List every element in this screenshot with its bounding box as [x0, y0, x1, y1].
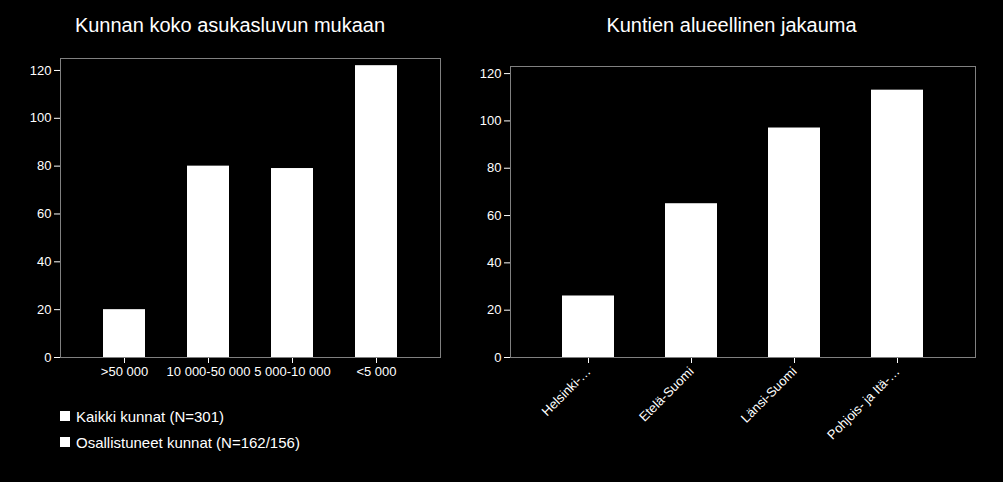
svg-text:40: 40: [487, 255, 501, 270]
svg-text:>50 000: >50 000: [101, 364, 148, 379]
svg-text:Etelä-Suomi: Etelä-Suomi: [636, 364, 697, 425]
svg-text:Pohjois- ja Itä-…: Pohjois- ja Itä-…: [824, 364, 903, 443]
html-text:Kaikki kunnat (N=301): Kaikki kunnat (N=301): [76, 407, 224, 425]
html-text:Kuntien alueellinen jakauma: Kuntien alueellinen jakauma: [606, 14, 857, 36]
svg-text:80: 80: [37, 158, 51, 173]
svg-text:0: 0: [494, 350, 501, 365]
svg-text:100: 100: [480, 113, 502, 128]
svg-text:60: 60: [37, 206, 51, 221]
svg-text:80: 80: [487, 160, 501, 175]
svg-text:5 000-10 000: 5 000-10 000: [254, 364, 331, 379]
svg-text:120: 120: [30, 63, 52, 78]
svg-text:20: 20: [487, 302, 501, 317]
svg-text:120: 120: [480, 66, 502, 81]
svg-text:20: 20: [37, 302, 51, 317]
html-text:Kunnan koko asukasluvun mukaan: Kunnan koko asukasluvun mukaan: [74, 14, 386, 36]
svg-text:Helsinki-…: Helsinki-…: [539, 364, 594, 419]
svg-text:100: 100: [30, 110, 52, 125]
svg-text:0: 0: [44, 350, 51, 365]
svg-text:10 000-50 000: 10 000-50 000: [167, 364, 251, 379]
html-text:Osallistuneet kunnat (N=162/15: Osallistuneet kunnat (N=162/156): [76, 433, 300, 451]
svg-text:Länsi-Suomi: Länsi-Suomi: [738, 364, 800, 426]
svg-text:60: 60: [487, 208, 501, 223]
svg-text:<5 000: <5 000: [356, 364, 396, 379]
svg-text:40: 40: [37, 254, 51, 269]
